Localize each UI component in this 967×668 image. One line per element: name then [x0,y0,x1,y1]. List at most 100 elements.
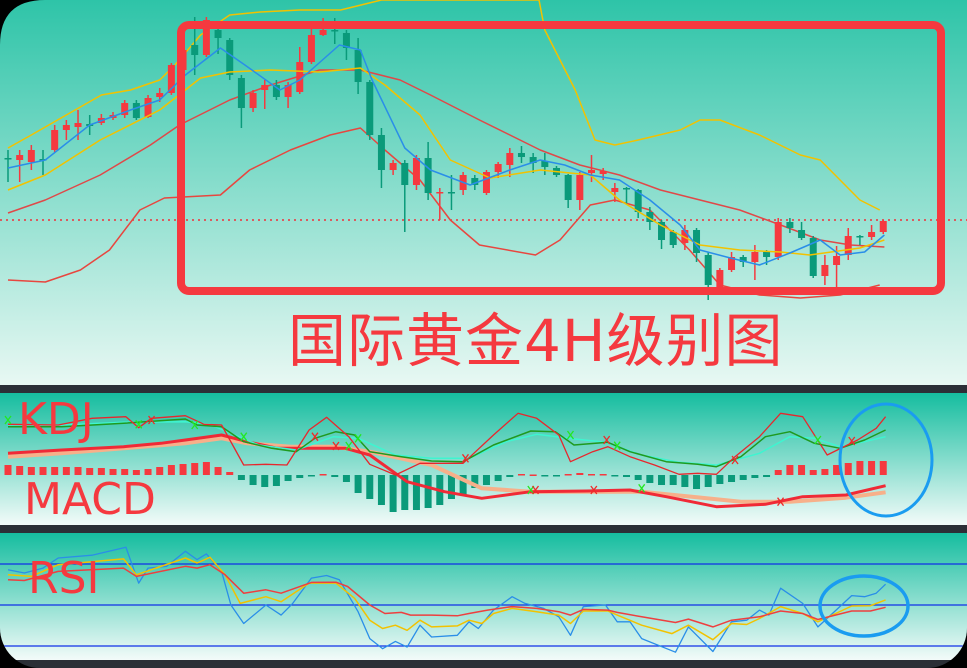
candle-up [588,170,595,173]
candle-up [27,150,35,162]
macd-histogram-bar [121,469,129,475]
candle-down [342,33,350,48]
candle-down [541,161,549,167]
candle-up [74,123,82,127]
cross-mark-red [590,485,598,495]
candle-down [517,153,525,157]
rsi-panel-bg [0,533,967,660]
macd-histogram-bar [132,470,140,475]
kdj-label: KDJ [18,394,94,445]
macd-histogram-bar [564,474,572,476]
cross-mark-green [354,433,362,443]
candle-down [704,255,712,285]
candle-up [494,164,502,172]
candle-down [354,50,362,82]
macd-histogram-bar [86,468,94,475]
macd-histogram-bar [342,475,350,482]
candle-down [447,192,455,194]
candle-up [436,192,444,194]
candle-up [284,85,292,97]
macd-histogram-bar [27,467,35,475]
candle-up [844,236,852,255]
macd-histogram-bar [331,475,339,477]
candle-up [261,85,269,90]
macd-histogram-bar [412,475,420,510]
candle-up [506,153,514,165]
candle-down [658,222,666,240]
macd-histogram-bar [307,475,315,477]
cross-mark-green [345,441,353,451]
candle-down [237,78,245,108]
macd-histogram-bar [202,462,210,475]
cross-mark-green [240,432,248,442]
macd-histogram-bar [879,461,887,475]
macd-histogram-bar [354,475,362,493]
cross-mark-red [777,497,785,507]
rsi24-line [7,563,886,628]
macd-histogram-bar [856,461,864,475]
macd-histogram-bar [704,475,712,487]
candle-down [669,232,677,245]
candle-down [272,85,280,97]
macd-histogram-bar [51,467,59,475]
boll-mid-line [7,69,885,248]
macd-histogram-bar [482,475,490,485]
candle-up [296,62,304,92]
macd-histogram-bar [471,475,479,488]
candle-up [156,93,164,97]
macd-histogram-bar [751,475,759,478]
candle-down [214,30,222,38]
candle-up [482,172,490,193]
macd-histogram-bar [844,463,852,475]
highlight-ellipse-rsi [818,574,910,638]
candle-up [716,270,724,290]
macd-histogram-bar [623,475,631,477]
candle-up [16,155,24,160]
candle-up [833,256,841,265]
candle-up [144,98,152,117]
cross-mark-green [814,435,822,445]
macd-histogram-bar [634,475,642,480]
candle-down [424,158,432,193]
macd-histogram-bar [576,473,584,475]
candle-up [879,221,887,232]
macd-histogram-bar [167,465,175,475]
cross-mark-green [4,415,12,425]
macd-histogram-bar [62,467,70,475]
macd-histogram-bar [658,475,666,485]
cross-mark-red [332,441,340,451]
macd-histogram-bar [611,475,619,477]
macd-histogram-bar [494,475,502,481]
candle-up [751,252,759,262]
macd-histogram-bar [319,474,327,476]
macd-histogram-bar [459,475,467,495]
candle-down [856,236,864,238]
macd-histogram-bar [16,466,24,475]
rsi12-line [7,556,886,641]
macd-histogram-bar [447,475,455,499]
macd-histogram-bar [693,475,701,489]
candle-up [599,171,607,174]
macd-histogram-bar [681,475,689,487]
macd-histogram-bar [833,465,841,475]
cross-mark-green [566,430,575,440]
macd-histogram-bar [179,464,187,475]
candle-up [51,130,59,150]
candle-down [529,157,537,163]
macd-histogram-bar [774,470,782,475]
kdj-macd-panel-bg [0,393,967,525]
candle-up [774,222,782,257]
cross-mark-green [191,420,199,430]
cross-mark-red [461,453,469,463]
candle-up [249,93,257,108]
candle-down [377,135,385,170]
macd-histogram-bar [144,469,152,475]
macd-histogram-bar [588,474,595,476]
macd-histogram-bar [809,470,817,475]
cross-mark-red [603,435,611,445]
candle-up [167,65,175,93]
cross-mark-red [148,415,156,425]
macd-histogram-bar [517,474,525,476]
kdj-k-line [7,412,887,476]
candle-down [226,40,234,75]
